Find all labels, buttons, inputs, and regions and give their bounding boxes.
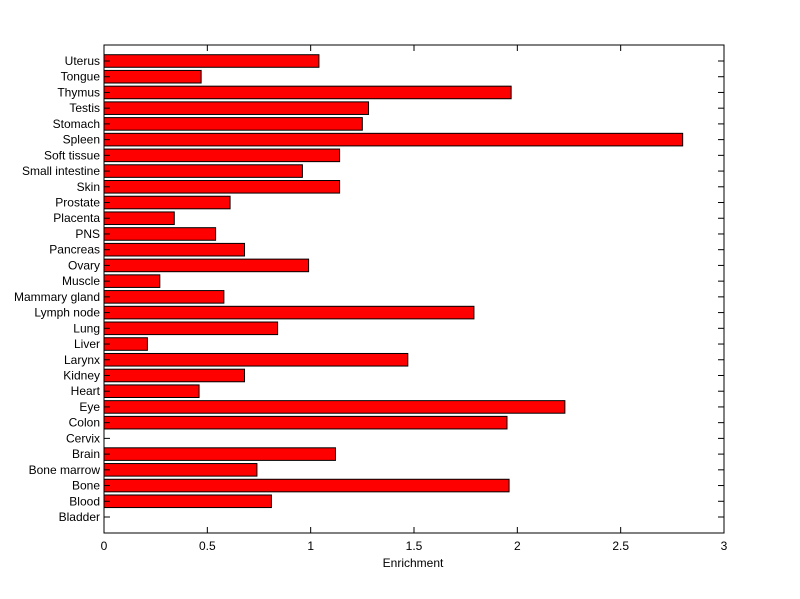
bar-brain <box>103 447 336 461</box>
y-tick-label: Bone <box>72 479 100 493</box>
y-tick-label: Brain <box>72 447 100 461</box>
y-tick-label: PNS <box>75 227 100 241</box>
y-tick-label: Soft tissue <box>44 148 100 162</box>
y-tick-label: Thymus <box>57 85 100 99</box>
bar-placenta <box>103 211 175 226</box>
x-tick-label: 1 <box>307 539 314 553</box>
bar-muscle <box>103 274 161 288</box>
y-tick-label: Muscle <box>62 274 100 288</box>
plot-area-frame <box>103 44 725 534</box>
bar-small-intestine <box>103 164 303 178</box>
bar-soft-tissue <box>103 148 341 163</box>
bar-pns <box>103 227 217 241</box>
y-tick-label: Stomach <box>53 117 100 131</box>
bar-testis <box>103 101 370 115</box>
x-tick-label: 1.5 <box>406 539 423 553</box>
y-tick-label: Larynx <box>64 353 100 367</box>
bar-eye <box>103 400 566 414</box>
bar-heart <box>103 384 200 399</box>
bar-tongue <box>103 69 202 84</box>
bar-pancreas <box>103 242 246 257</box>
bar-bone-marrow <box>103 463 258 477</box>
y-tick-label: Skin <box>77 180 100 194</box>
y-tick-label: Testis <box>69 101 100 115</box>
bar-kidney <box>103 368 246 383</box>
y-tick-label: Spleen <box>63 133 100 147</box>
bar-lung <box>103 321 279 336</box>
y-tick-label: Heart <box>71 384 101 398</box>
bar-bone <box>103 478 510 493</box>
x-tick-label: 2.5 <box>612 539 629 553</box>
bar-larynx <box>103 352 409 367</box>
y-tick-label: Kidney <box>63 368 100 382</box>
y-tick-label: Pancreas <box>49 243 100 257</box>
bar-uterus <box>103 54 320 68</box>
bar-skin <box>103 180 341 194</box>
bar-spleen <box>103 132 684 147</box>
y-tick-label: Cervix <box>66 431 100 445</box>
bar-thymus <box>103 85 512 100</box>
bar-blood <box>103 494 272 509</box>
y-tick-label: Prostate <box>55 196 100 210</box>
bar-stomach <box>103 117 363 131</box>
y-tick-label: Uterus <box>65 54 100 68</box>
bar-lymph-node <box>103 305 475 320</box>
y-tick-label: Colon <box>69 416 100 430</box>
y-tick-label: Bladder <box>59 510 100 524</box>
bar-liver <box>103 337 148 351</box>
bar-colon <box>103 415 508 430</box>
y-tick-label: Mammary gland <box>14 290 100 304</box>
bar-prostate <box>103 195 231 210</box>
x-tick-label: 2 <box>514 539 521 553</box>
y-tick-label: Ovary <box>68 258 100 272</box>
x-axis-label: Enrichment <box>383 556 444 570</box>
y-tick-label: Eye <box>79 400 100 414</box>
bar-mammary-gland <box>103 290 225 304</box>
y-tick-label: Lymph node <box>34 306 100 320</box>
y-tick-label: Small intestine <box>22 164 100 178</box>
y-tick-label: Bone marrow <box>29 463 101 477</box>
x-tick-label: 3 <box>721 539 728 553</box>
y-tick-label: Tongue <box>61 70 101 84</box>
y-tick-label: Liver <box>74 337 100 351</box>
y-tick-label: Placenta <box>53 211 100 225</box>
y-tick-label: Blood <box>69 494 100 508</box>
y-tick-label: Lung <box>73 321 100 335</box>
x-tick-label: 0.5 <box>199 539 216 553</box>
x-tick-label: 0 <box>101 539 108 553</box>
bars-group <box>103 54 684 509</box>
bar-ovary <box>103 258 310 273</box>
